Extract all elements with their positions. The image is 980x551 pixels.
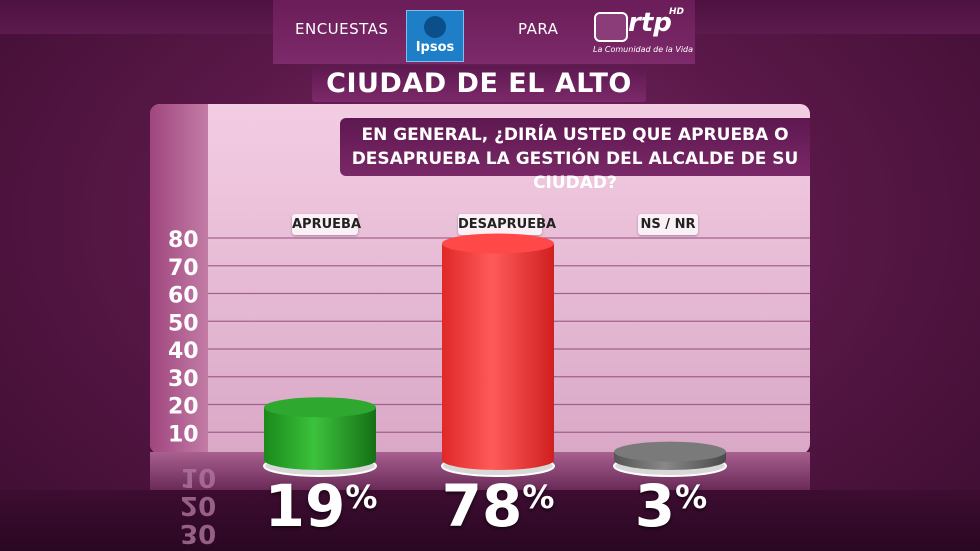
chart-panel-left-strip [150, 104, 208, 454]
encuestas-label: ENCUESTAS [295, 20, 389, 38]
y-tick-label-10: 10 [168, 422, 199, 447]
bar-desaprueba [442, 243, 554, 470]
para-label: PARA [518, 20, 559, 38]
value-number-desaprueba: 78 [441, 472, 523, 540]
y-tick-label-40: 40 [168, 339, 199, 364]
value-number-aprueba: 19 [264, 472, 346, 540]
value-label-nsnr: 3% [581, 472, 761, 540]
city-title: CIUDAD DE EL ALTO [312, 66, 646, 102]
category-tag-nsnr: NS / NR [638, 214, 698, 235]
category-tag-aprueba: APRUEBA [292, 214, 361, 235]
bar-top-desaprueba [442, 233, 554, 254]
y-tick-label-50: 50 [168, 311, 199, 336]
reflected-tick-20: 20 [180, 490, 217, 520]
value-label-desaprueba: 78% [408, 472, 588, 540]
rtp-logo-text: rtp [628, 8, 672, 38]
value-number-nsnr: 3 [634, 472, 676, 540]
ipsos-logo: Ipsos [406, 10, 464, 62]
ipsos-logo-text: Ipsos [415, 40, 455, 55]
rtp-logo-icon [594, 12, 628, 42]
bottom-band [0, 490, 980, 551]
category-tag-desaprueba: DESAPRUEBA [458, 214, 556, 235]
y-tick-label-70: 70 [168, 256, 199, 281]
question-line-2: DESAPRUEBA LA GESTIÓN DEL ALCALDE DE SU … [351, 149, 799, 193]
rtp-tagline: La Comunidad de la Vida [593, 45, 694, 54]
y-tick-label-30: 30 [168, 367, 199, 392]
bar-top-aprueba [264, 397, 376, 418]
rtp-hd-label: HD [669, 7, 685, 17]
reflected-tick-30: 30 [180, 518, 217, 548]
value-percent-aprueba: % [345, 478, 378, 516]
question-line-1: EN GENERAL, ¿DIRÍA USTED QUE APRUEBA O [361, 125, 789, 145]
question-box: EN GENERAL, ¿DIRÍA USTED QUE APRUEBA O D… [340, 118, 810, 193]
value-label-aprueba: 19% [231, 472, 411, 540]
value-percent-desaprueba: % [522, 478, 555, 516]
value-percent-nsnr: % [675, 478, 708, 516]
reflected-tick-10: 10 [180, 462, 217, 492]
y-tick-label-60: 60 [168, 284, 199, 309]
bar-aprueba [264, 407, 376, 470]
y-tick-label-20: 20 [168, 395, 199, 420]
bar-top-nsnr [614, 441, 726, 462]
y-tick-label-80: 80 [168, 228, 199, 253]
ipsos-head-icon [424, 16, 446, 38]
